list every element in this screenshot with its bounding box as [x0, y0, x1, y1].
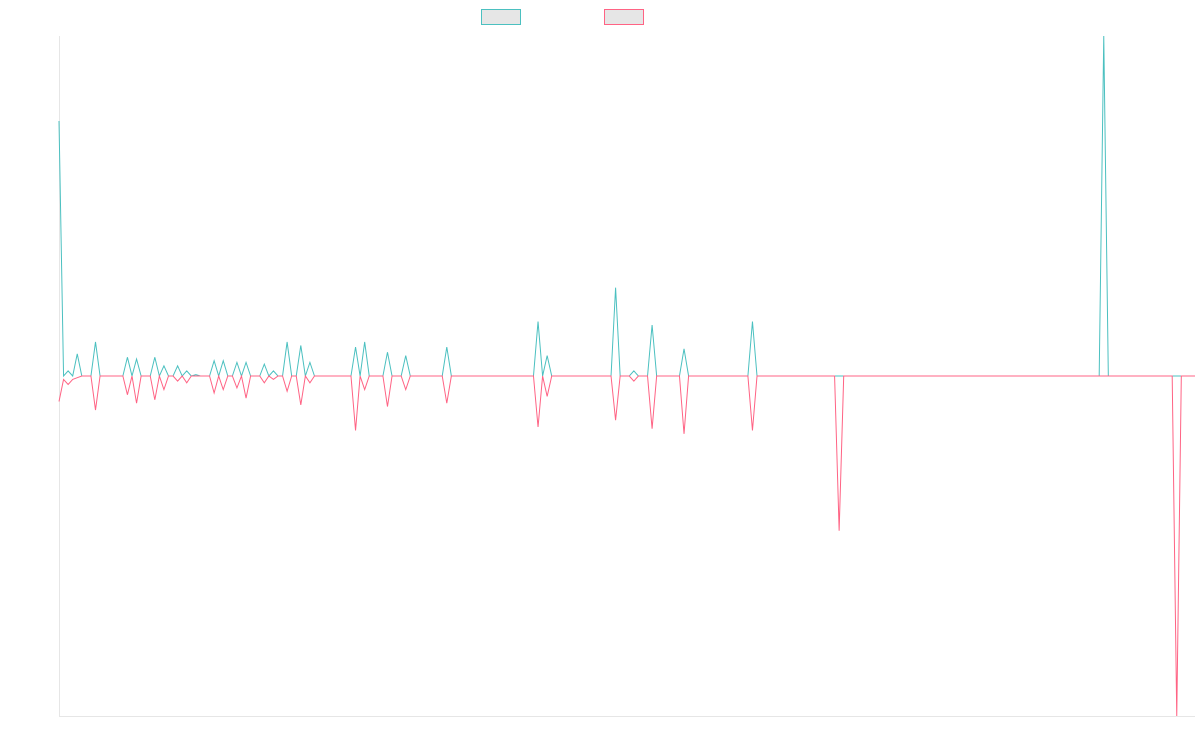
- series-line-2[interactable]: [58, 374, 1195, 717]
- series-layer: [58, 35, 1195, 717]
- legend-swatch-series-2[interactable]: [604, 9, 644, 25]
- series-line-1[interactable]: [58, 35, 1195, 378]
- legend-swatch-series-1[interactable]: [481, 9, 521, 25]
